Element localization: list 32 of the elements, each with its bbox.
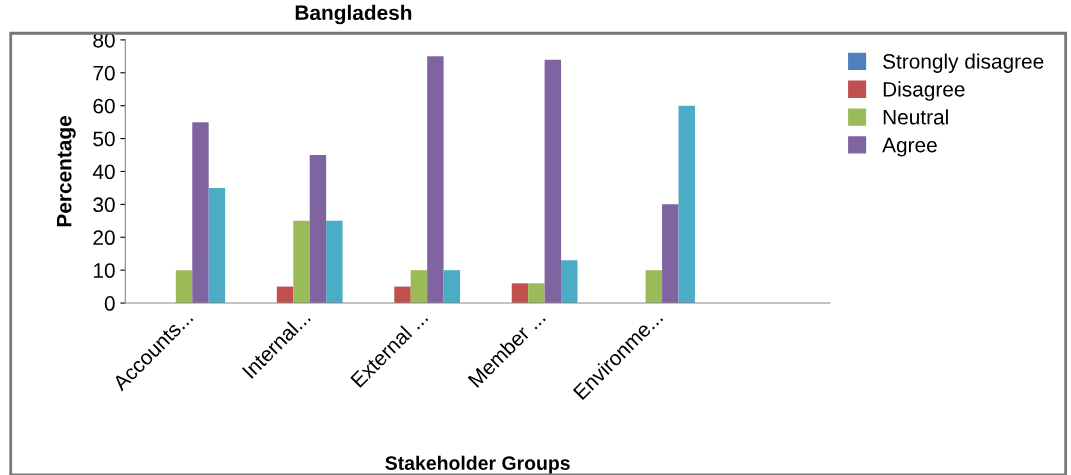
bar xyxy=(645,270,663,304)
bar xyxy=(410,270,428,304)
y-tick-label: 30 xyxy=(93,197,115,213)
bar xyxy=(293,220,310,304)
bar xyxy=(678,105,695,304)
bar xyxy=(326,220,343,304)
bar xyxy=(544,59,562,304)
bar xyxy=(175,270,193,304)
bar xyxy=(208,187,226,304)
legend-label: Neutral xyxy=(883,109,948,125)
y-tick-label: 0 xyxy=(104,296,115,311)
legend-label: Agree xyxy=(882,137,937,157)
bar xyxy=(427,56,444,304)
bar xyxy=(309,155,327,304)
legend-label: Strongly disagree xyxy=(883,53,1044,73)
y-axis-title: Percentage xyxy=(57,116,76,227)
bar xyxy=(394,286,411,304)
y-tick-label: 70 xyxy=(93,65,115,81)
bar xyxy=(561,260,578,304)
y-tick-label: 40 xyxy=(92,164,115,180)
bar xyxy=(528,283,545,304)
y-tick-label: 10 xyxy=(94,263,115,278)
chart-title: Bangladesh xyxy=(295,4,412,25)
bar xyxy=(192,122,209,304)
y-tick-label: 20 xyxy=(93,230,115,246)
y-tick-label: 50 xyxy=(93,131,115,147)
legend-label: Disagree xyxy=(883,81,965,101)
y-tick-label: 60 xyxy=(93,98,115,114)
bar xyxy=(662,204,679,304)
bar xyxy=(511,283,529,304)
x-axis-title: Stakeholder Groups xyxy=(385,455,570,474)
bar xyxy=(443,270,461,304)
